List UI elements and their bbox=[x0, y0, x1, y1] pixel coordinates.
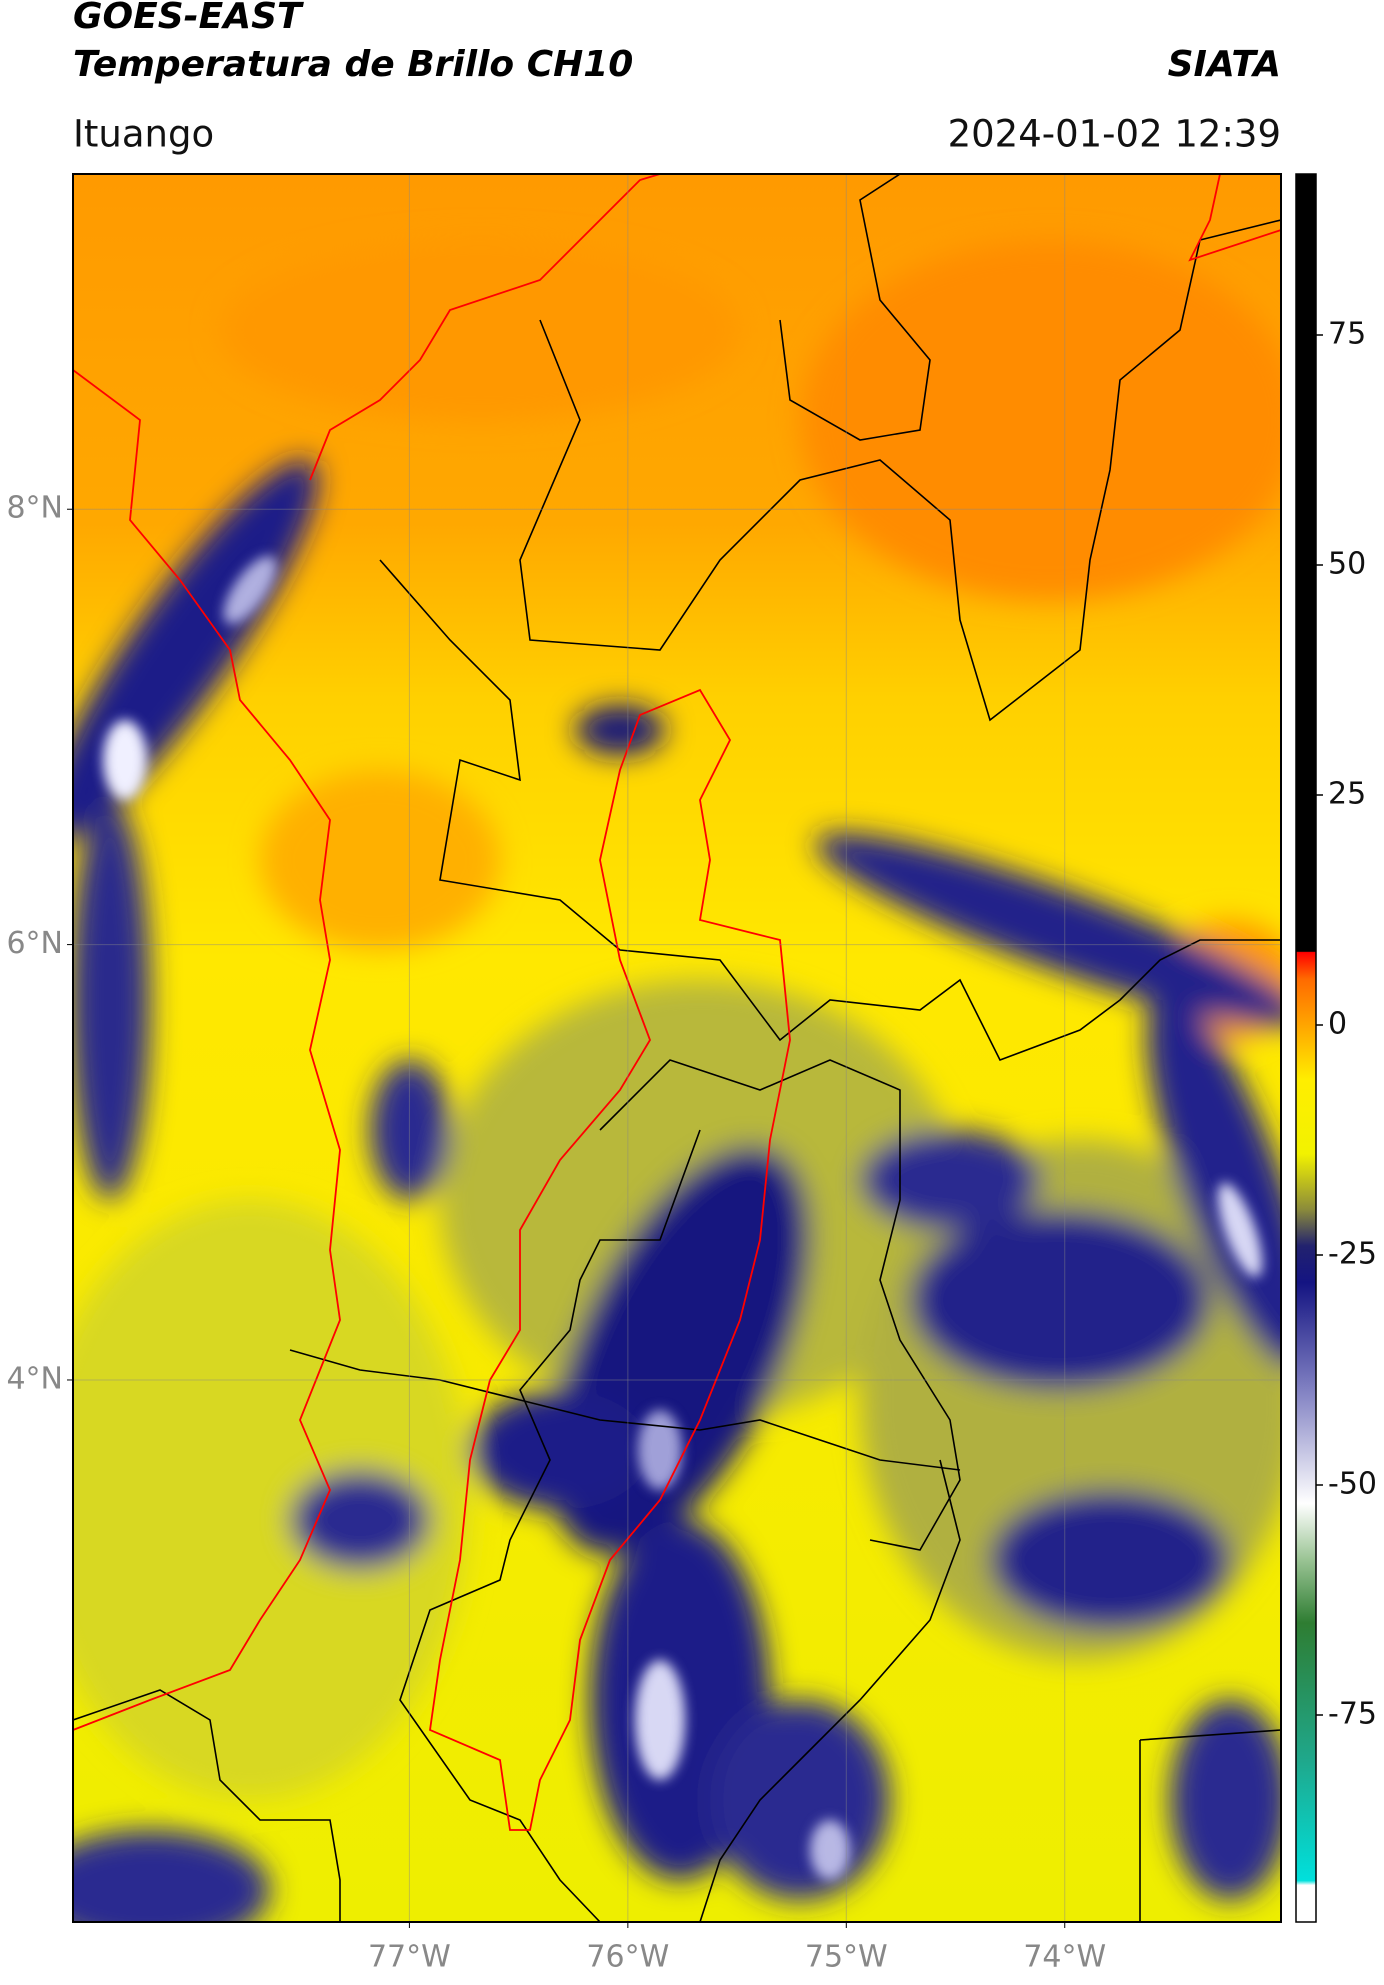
y-tick-label: 6°N bbox=[6, 926, 63, 961]
colorbar-label: -75 bbox=[1328, 1697, 1377, 1732]
gridlines bbox=[73, 174, 1281, 1922]
x-tick-label: 74°W bbox=[1023, 1940, 1106, 1975]
map-frame bbox=[72, 173, 1282, 1923]
colorbar bbox=[1295, 173, 1317, 1923]
colorbar-label: 25 bbox=[1328, 777, 1366, 812]
colorbar-label: -50 bbox=[1328, 1467, 1377, 1502]
colorbar-label: 0 bbox=[1328, 1007, 1347, 1042]
title: GOES-EAST bbox=[73, 0, 304, 37]
subtitle: Temperatura de Brillo CH10 bbox=[73, 44, 633, 85]
y-tick-label: 4°N bbox=[6, 1361, 63, 1396]
y-tick-label: 8°N bbox=[6, 491, 63, 526]
location: Ituango bbox=[73, 113, 214, 156]
colorbar-label: 75 bbox=[1328, 317, 1366, 352]
source: SIATA bbox=[1168, 44, 1281, 85]
x-tick-label: 77°W bbox=[368, 1940, 451, 1975]
x-tick-label: 75°W bbox=[805, 1940, 888, 1975]
colorbar-label: 50 bbox=[1328, 547, 1366, 582]
datetime: 2024-01-02 12:39 bbox=[948, 113, 1281, 156]
colorbar-label: -25 bbox=[1328, 1237, 1377, 1272]
satellite-image bbox=[73, 174, 1281, 1922]
x-tick-label: 76°W bbox=[586, 1940, 669, 1975]
